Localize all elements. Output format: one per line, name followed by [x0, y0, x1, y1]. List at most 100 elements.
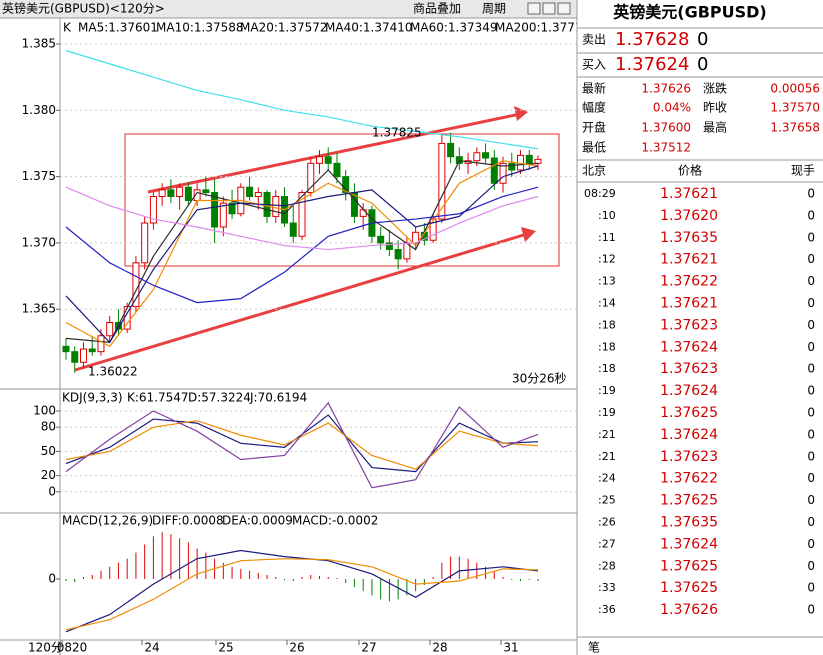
- candle-body: [141, 222, 149, 264]
- candle-body: [272, 196, 280, 217]
- y-tick-label: 1.385: [22, 36, 56, 50]
- tick-qty: 0: [807, 230, 815, 244]
- stat-value: 1.37512: [641, 141, 691, 155]
- tab[interactable]: 周期: [482, 2, 506, 16]
- tick-price: 1.37621: [660, 186, 718, 202]
- legend-item: MACD:-0.0002: [292, 514, 378, 528]
- legend-prefix: K: [63, 21, 72, 35]
- tick-qty: 0: [807, 449, 815, 463]
- candle-body: [79, 348, 87, 363]
- tick-qty: 0: [807, 296, 815, 310]
- tick-price: 1.37624: [660, 339, 718, 355]
- tick-time: :18: [598, 362, 616, 375]
- tick-time: :36: [598, 603, 616, 616]
- candle-body: [508, 162, 516, 171]
- tick-time: :12: [598, 253, 616, 266]
- candle-body: [447, 142, 455, 158]
- candle-body: [97, 335, 105, 353]
- tick-time: :18: [598, 340, 616, 353]
- candle-body: [534, 158, 542, 164]
- tick-qty: 0: [807, 515, 815, 529]
- candle-body: [298, 192, 306, 237]
- stat-value: 1.37626: [641, 82, 691, 96]
- nav-button[interactable]: [557, 2, 571, 15]
- quote-panel: 英镑美元(GBPUSD) 卖出 1.37628 0 买入 1.37624 0 笔…: [577, 3, 823, 655]
- nav-button[interactable]: [527, 2, 541, 15]
- candle-body: [438, 142, 446, 220]
- candle-body: [525, 154, 533, 164]
- y-tick-label: 50: [41, 444, 56, 458]
- tick-time: :27: [598, 537, 616, 550]
- tick-qty: 0: [807, 187, 815, 201]
- tick-time: :14: [598, 297, 616, 310]
- tick-qty: 0: [807, 493, 815, 507]
- tick-qty: 0: [807, 252, 815, 266]
- column-header: 北京: [582, 164, 606, 178]
- tick-qty: 0: [807, 406, 815, 420]
- legend-item: MA60:1.37349: [410, 21, 498, 35]
- tick-qty: 0: [807, 384, 815, 398]
- tick-time: 08:29: [584, 187, 616, 200]
- legend-item: J:70.6194: [249, 391, 307, 405]
- sell-qty: 0: [697, 29, 708, 50]
- legend-item: MA20:1.37572: [240, 21, 328, 35]
- stat-label: 幅度: [582, 100, 606, 115]
- candle-body: [106, 321, 114, 337]
- tick-qty: 0: [807, 537, 815, 551]
- candle-body: [324, 156, 332, 164]
- tick-time: :10: [598, 209, 616, 222]
- tick-qty: 0: [807, 340, 815, 354]
- legend-item: DEA:0.0009: [222, 514, 293, 528]
- candle-body: [385, 242, 393, 251]
- x-tick-label: 25: [218, 641, 233, 655]
- stat-label: 开盘: [582, 120, 606, 135]
- tick-time: :19: [598, 406, 616, 419]
- tick-price: 1.37622: [660, 274, 718, 290]
- indicator-line: [65, 558, 539, 631]
- stat-label: 涨跌: [703, 81, 727, 96]
- x-tick-label: 0820: [57, 641, 88, 655]
- indicator-line: [65, 549, 539, 633]
- tab[interactable]: 商品叠加: [413, 1, 461, 16]
- column-header: 现手: [791, 164, 815, 178]
- footer-label: 笔: [588, 640, 600, 655]
- candle-body: [62, 345, 70, 353]
- legend-item: MA5:1.37601: [78, 21, 158, 35]
- tick-time: :26: [598, 516, 616, 529]
- candle-body: [473, 152, 481, 162]
- tick-price: 1.37621: [660, 252, 718, 268]
- candle-body: [176, 186, 184, 198]
- candle-body: [333, 162, 341, 178]
- stat-label: 昨收: [703, 101, 727, 115]
- tick-time: :24: [598, 472, 616, 485]
- indicator-line: [65, 186, 539, 251]
- nav-button[interactable]: [542, 2, 556, 15]
- tick-qty: 0: [807, 581, 815, 595]
- candle-body: [342, 176, 350, 194]
- tick-qty: 0: [807, 318, 815, 332]
- y-tick-label: 0: [48, 572, 56, 586]
- y-tick-label: 1.375: [22, 169, 56, 183]
- tick-price: 1.37625: [660, 558, 718, 574]
- y-tick-label: 80: [41, 420, 56, 434]
- tick-time: :25: [598, 494, 616, 507]
- stat-value: 1.37658: [770, 121, 820, 135]
- tick-qty: 0: [807, 274, 815, 288]
- buy-label: 买入: [582, 58, 606, 72]
- panel-title: MACD(12,26,9): [62, 514, 153, 528]
- tick-time: :19: [598, 384, 616, 397]
- tick-price: 1.37625: [660, 405, 718, 421]
- candle-body: [499, 162, 507, 184]
- y-tick-label: 20: [41, 468, 56, 482]
- candle-body: [202, 189, 210, 194]
- stat-label: 最高: [703, 120, 727, 135]
- candle-body: [228, 202, 236, 215]
- tick-price: 1.37622: [660, 471, 718, 487]
- stat-label: 最新: [582, 81, 606, 96]
- candle-body: [377, 235, 385, 244]
- annotation: 1.37825: [372, 126, 422, 140]
- candle-body: [211, 192, 219, 228]
- candle-body: [158, 189, 166, 198]
- indicator-line: [65, 401, 539, 489]
